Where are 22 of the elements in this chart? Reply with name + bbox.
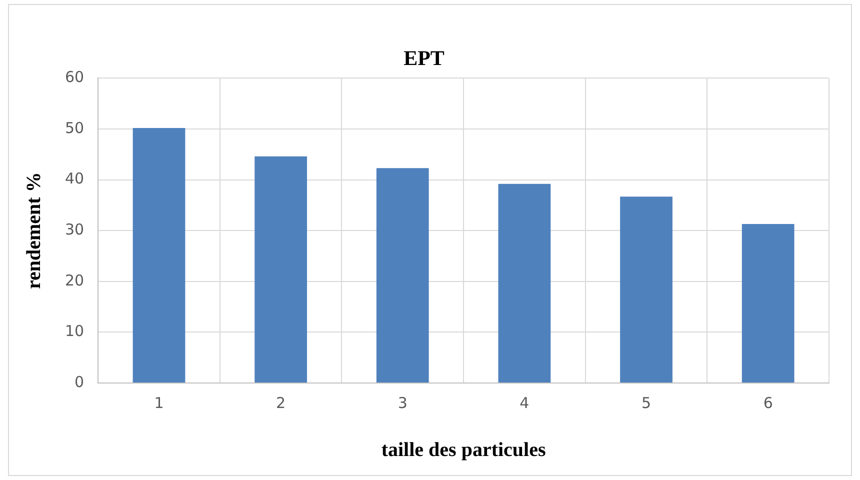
x-tick-label: 5	[642, 394, 652, 412]
y-tick-label: 50	[64, 118, 84, 137]
y-tick-label: 60	[64, 68, 84, 86]
x-tick-label: 6	[763, 394, 773, 412]
bar	[742, 224, 794, 382]
x-tick-label: 3	[398, 394, 408, 412]
bar	[376, 168, 429, 382]
y-tick-label: 30	[64, 220, 84, 238]
y-axis-title: rendement %	[23, 172, 46, 290]
x-axis-title: taille des particules	[381, 439, 546, 462]
bar	[254, 156, 308, 382]
x-tick-label: 2	[276, 394, 286, 412]
bar	[498, 184, 551, 382]
bar	[132, 128, 186, 382]
x-tick-label: 1	[154, 394, 164, 412]
chart-title: EPT	[404, 46, 444, 70]
y-tick-label: 10	[64, 322, 84, 340]
y-tick-label: 0	[74, 372, 84, 391]
bar	[620, 196, 672, 382]
y-tick-label: 20	[64, 271, 84, 290]
y-tick-label: 40	[64, 170, 84, 188]
x-tick-label: 4	[520, 394, 530, 412]
